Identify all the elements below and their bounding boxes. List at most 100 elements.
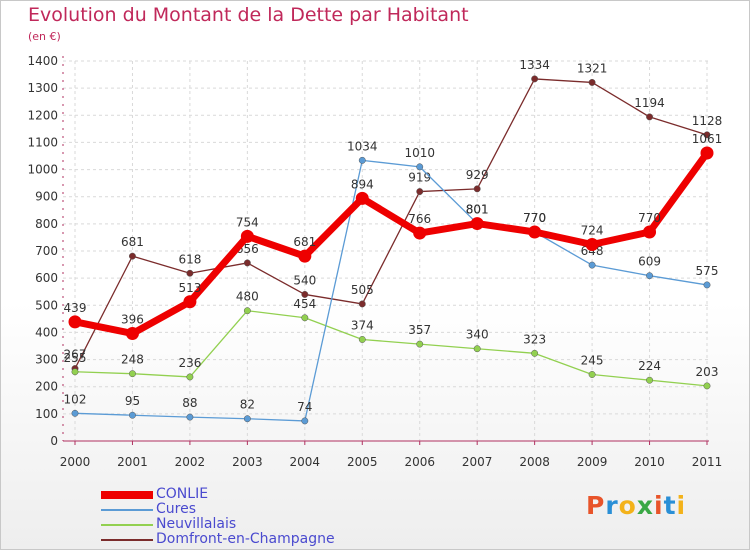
legend-label: CONLIE	[156, 486, 209, 502]
legend-label: Cures	[156, 501, 197, 517]
x-tick-label: 2009	[577, 455, 608, 469]
data-point	[588, 371, 596, 378]
x-tick-label: 2000	[60, 455, 91, 469]
data-label: 236	[178, 356, 201, 370]
data-label: 609	[638, 255, 661, 269]
logo-letter: t	[663, 491, 677, 520]
series-line-cures	[74, 159, 708, 422]
data-label: 102	[64, 392, 87, 406]
legend-item: Domfront-en-Champagne	[101, 531, 401, 547]
data-point	[646, 376, 653, 384]
data-point	[71, 368, 79, 376]
legend: CONLIE Cures Neuvillalais Domfront-en-Champ…	[101, 486, 401, 547]
data-label: 396	[121, 313, 144, 327]
x-tick-label: 2006	[404, 455, 435, 469]
y-tick-label: 300	[35, 353, 58, 367]
y-tick-label: 400	[35, 325, 58, 339]
x-tick-label: 2005	[347, 455, 378, 469]
data-label: 770	[638, 211, 661, 225]
legend-item: CONLIE	[101, 486, 401, 502]
data-point	[243, 307, 251, 315]
data-label: 505	[351, 283, 374, 297]
data-point	[473, 345, 481, 353]
data-point	[358, 336, 366, 343]
data-point	[358, 156, 366, 164]
data-point	[301, 314, 309, 322]
data-label: 681	[293, 235, 316, 249]
y-tick-label: 1300	[27, 81, 58, 95]
x-tick-label: 2011	[692, 455, 723, 469]
data-label: 1321	[577, 61, 608, 75]
data-label: 439	[64, 301, 87, 315]
y-tick-label: 500	[35, 298, 58, 312]
data-label: 770	[523, 211, 546, 225]
y-tick-label: 1000	[27, 163, 58, 177]
data-label: 575	[696, 264, 719, 278]
data-point	[129, 411, 136, 419]
data-label: 357	[408, 323, 431, 337]
data-point	[646, 113, 653, 121]
data-label: 480	[236, 290, 259, 304]
x-tick-label: 2001	[117, 455, 148, 469]
data-label: 540	[293, 273, 316, 287]
data-point	[68, 315, 82, 329]
data-point	[243, 259, 251, 267]
data-label: 248	[121, 353, 144, 367]
data-point	[186, 413, 194, 421]
data-point	[416, 163, 424, 171]
data-point	[473, 185, 481, 193]
data-point	[643, 225, 657, 239]
data-label: 681	[121, 235, 144, 249]
data-point	[700, 146, 714, 160]
chart-title: Evolution du Montant de la Dette par Hab…	[28, 4, 469, 26]
legend-swatch	[101, 509, 153, 511]
data-label: 203	[696, 365, 719, 379]
series-line-conlie	[74, 150, 710, 338]
data-point	[71, 409, 79, 417]
data-label: 618	[178, 252, 201, 266]
y-tick-label: 800	[35, 217, 58, 231]
data-label: 374	[351, 318, 374, 332]
data-label: 766	[408, 212, 431, 226]
x-tick-label: 2004	[290, 455, 321, 469]
x-tick-label: 2008	[519, 455, 550, 469]
data-label: 894	[351, 177, 374, 191]
data-point	[588, 261, 596, 269]
data-label: 1034	[347, 139, 378, 153]
x-tick-label: 2003	[232, 455, 263, 469]
data-point	[186, 373, 194, 381]
legend-item: Cures	[101, 501, 401, 517]
data-point	[358, 300, 366, 308]
y-tick-label: 1200	[27, 108, 58, 122]
data-point	[301, 417, 309, 425]
data-label: 95	[125, 394, 140, 408]
data-point	[186, 269, 194, 277]
data-label: 1194	[634, 96, 665, 110]
data-point	[531, 75, 539, 83]
x-tick-label: 2007	[462, 455, 493, 469]
y-tick-label: 1100	[27, 135, 58, 149]
data-point	[413, 226, 427, 240]
data-point	[355, 191, 369, 205]
x-tick-label: 2002	[175, 455, 206, 469]
data-label: 724	[581, 223, 604, 237]
data-point	[470, 217, 484, 231]
logo-letter: x	[636, 491, 654, 520]
data-point	[703, 281, 711, 289]
data-label: 648	[581, 244, 604, 258]
y-tick-label: 200	[35, 380, 58, 394]
logo-letter: i	[654, 491, 664, 520]
legend-label: Neuvillalais	[156, 516, 237, 532]
data-point	[531, 349, 539, 357]
data-point	[301, 290, 309, 298]
data-label: 88	[182, 396, 197, 410]
data-point	[585, 237, 599, 251]
legend-swatch	[101, 524, 153, 526]
data-label: 754	[236, 215, 259, 229]
data-point	[125, 327, 139, 341]
logo-letter: o	[618, 491, 637, 520]
x-tick-label: 2010	[634, 455, 665, 469]
data-point	[416, 340, 424, 348]
